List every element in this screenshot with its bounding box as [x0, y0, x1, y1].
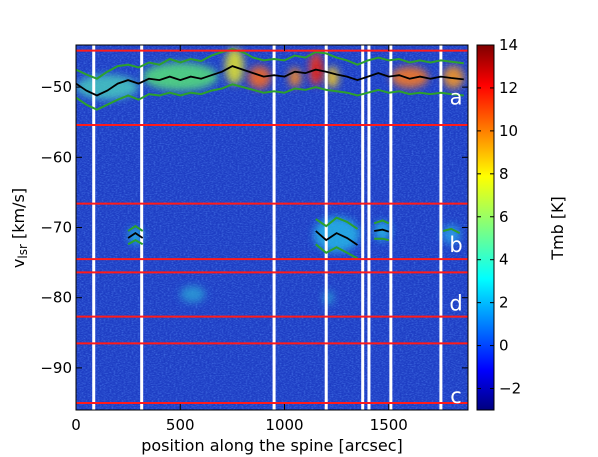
colorbar-tick-label: 10	[499, 122, 518, 140]
y-axis-ticks: −50 −60 −70 −80 −90	[40, 78, 468, 377]
contour-line	[76, 83, 464, 111]
region-label-a: a	[450, 86, 463, 110]
colorbar-ticks: −2 0 2 4 6 8 10 12 14	[477, 36, 521, 398]
contour-line	[315, 216, 359, 230]
peak-line	[374, 228, 390, 233]
white-vertical-markers	[92, 45, 443, 410]
emission-spot	[128, 227, 143, 245]
x-tick-label: 1000	[265, 416, 303, 434]
colorbar-tick-label: 6	[499, 208, 509, 226]
peak-line	[76, 65, 464, 97]
x-axis-ticks: 0 500 1000 1500	[71, 45, 408, 434]
peak-line	[127, 232, 144, 239]
y-tick-label: −50	[40, 78, 72, 96]
region-labels: a b d c	[449, 86, 462, 408]
region-label-c: c	[450, 384, 462, 408]
y-axis-label-main: v	[9, 259, 28, 268]
emission-spot	[180, 285, 206, 303]
red-horizontal-lines	[76, 49, 468, 404]
contour-line	[374, 237, 390, 242]
colorbar-tick-label: 14	[499, 36, 518, 54]
y-tick-label: −60	[40, 148, 72, 166]
y-axis-label-subscript: lsr	[16, 244, 30, 259]
contour-line	[315, 243, 358, 260]
colorbar-tick-label: 4	[499, 251, 509, 269]
y-axis-label-unit: [km/s]	[9, 188, 28, 244]
peak-line	[315, 230, 359, 246]
x-tick-label: 1500	[370, 416, 408, 434]
x-tick-label: 500	[166, 416, 195, 434]
colorbar-tick-label: 8	[499, 165, 509, 183]
peak-velocity-lines	[76, 65, 464, 246]
emission-spot	[288, 67, 302, 88]
y-tick-label: −70	[40, 219, 72, 237]
emission-spot	[323, 290, 334, 305]
colorbar-label: Tmb [K]	[548, 196, 567, 261]
colorbar-tick-label: −2	[499, 380, 521, 398]
emission-spot	[248, 66, 271, 89]
contour-line	[373, 219, 390, 225]
emission-spot	[390, 66, 429, 88]
x-axis-label: position along the spine [arcsec]	[141, 436, 403, 455]
contour-line	[127, 238, 144, 246]
emission-spot	[326, 66, 339, 88]
contour-line	[76, 48, 464, 80]
colorbar-tick-label: 2	[499, 294, 509, 312]
contour-line	[442, 227, 461, 234]
y-tick-label: −90	[40, 359, 72, 377]
x-tick-label: 0	[71, 416, 81, 434]
region-label-b: b	[449, 233, 462, 257]
emission-spot	[142, 62, 218, 91]
colorbar-tick-label: 12	[499, 79, 518, 97]
region-label-d: d	[449, 291, 462, 315]
colorbar	[476, 44, 495, 411]
y-axis-label: vlsr [km/s]	[9, 188, 30, 268]
contour-line	[127, 224, 144, 232]
emission-spot	[374, 221, 391, 241]
green-contours	[76, 48, 464, 260]
y-tick-label: −80	[40, 289, 72, 307]
colorbar-tick-label: 0	[499, 337, 509, 355]
emission-spot	[442, 66, 464, 89]
